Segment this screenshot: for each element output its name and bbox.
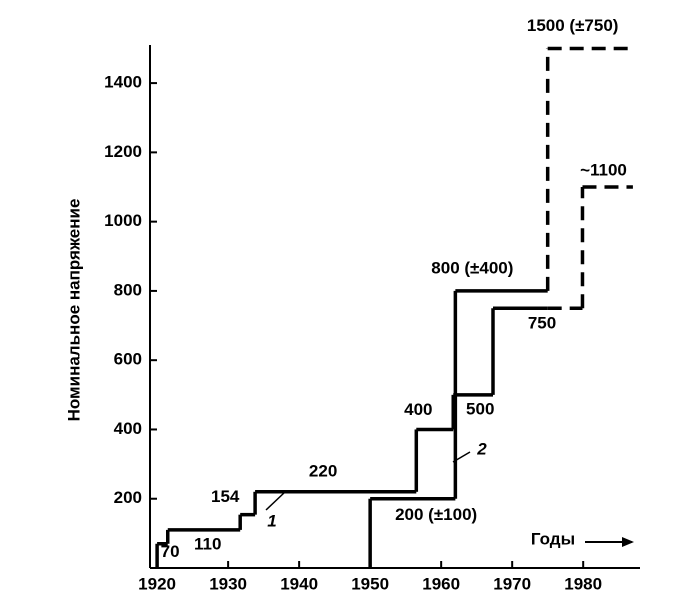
y-tick-label: 600 bbox=[114, 350, 142, 369]
series-label: 2 bbox=[476, 439, 487, 458]
x-tick-label: 1950 bbox=[351, 574, 389, 593]
x-tick-label: 1980 bbox=[564, 574, 602, 593]
value-label: 800 (±400) bbox=[431, 258, 513, 277]
x-tick-label: 1920 bbox=[138, 574, 176, 593]
value-label: 220 bbox=[309, 461, 337, 480]
y-tick-label: 1400 bbox=[104, 73, 142, 92]
value-label: 750 bbox=[528, 314, 556, 333]
value-label: 200 (±100) bbox=[395, 505, 477, 524]
value-label: 110 bbox=[194, 534, 221, 553]
series-leader bbox=[452, 451, 471, 463]
y-tick-label: 800 bbox=[114, 280, 142, 299]
y-tick-label: 400 bbox=[114, 419, 142, 438]
value-label: 400 bbox=[404, 400, 432, 419]
x-axis-label: Годы bbox=[531, 529, 575, 548]
value-label: ~1100 bbox=[580, 160, 627, 179]
value-label: 70 bbox=[161, 542, 180, 561]
series-label: 1 bbox=[267, 511, 276, 530]
y-tick-label: 1000 bbox=[104, 211, 142, 230]
y-tick-label: 1200 bbox=[104, 142, 142, 161]
value-label: 154 bbox=[211, 487, 240, 506]
series-leader bbox=[265, 491, 286, 511]
value-label: 500 bbox=[466, 399, 494, 418]
x-arrow-head bbox=[622, 537, 634, 547]
value-label: 1500 (±750) bbox=[527, 16, 619, 35]
x-tick-label: 1930 bbox=[209, 574, 247, 593]
x-tick-label: 1970 bbox=[493, 574, 531, 593]
x-tick-label: 1940 bbox=[280, 574, 318, 593]
y-tick-label: 200 bbox=[114, 488, 142, 507]
y-axis-label: Номинальное напряжение bbox=[64, 199, 83, 422]
x-tick-label: 1960 bbox=[422, 574, 460, 593]
